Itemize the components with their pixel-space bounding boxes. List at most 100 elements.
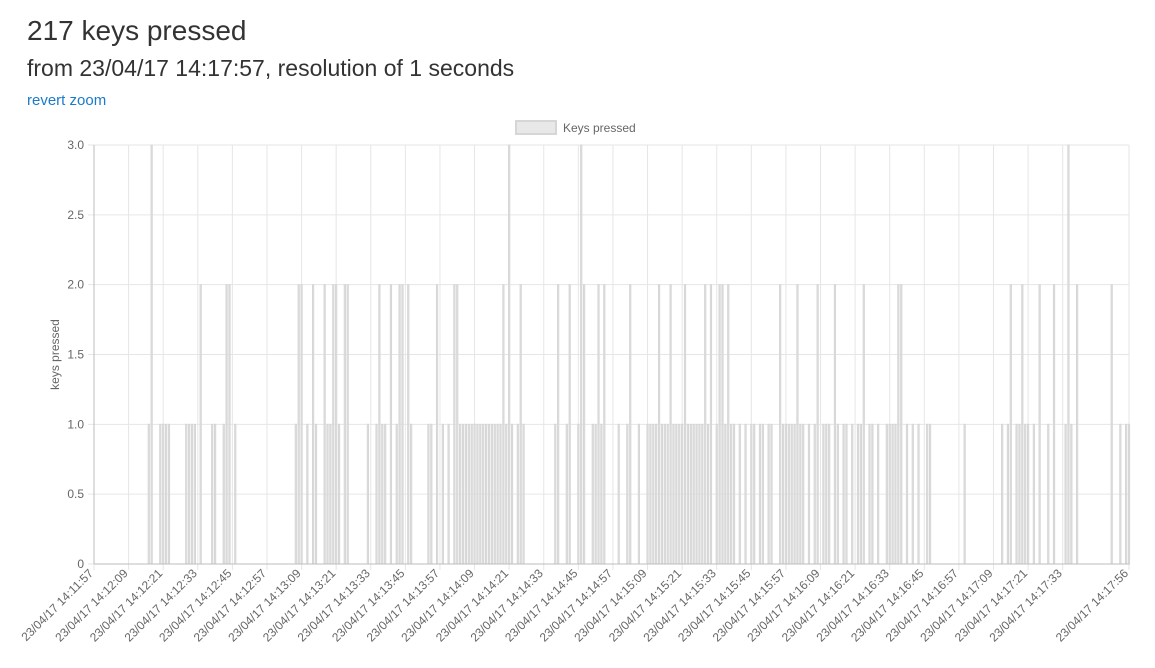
bar <box>813 423 816 565</box>
legend-label: Keys pressed <box>563 121 636 135</box>
chart-legend[interactable]: Keys pressed <box>515 120 636 135</box>
bar <box>410 423 413 565</box>
bar <box>199 284 202 565</box>
bar <box>963 423 966 565</box>
bar <box>1052 284 1056 565</box>
bar <box>626 423 629 565</box>
bar <box>479 423 482 565</box>
bar <box>522 423 525 565</box>
bar <box>649 423 652 565</box>
y-tick-label: 2.5 <box>67 208 84 222</box>
bar <box>435 284 439 565</box>
bar <box>430 423 433 565</box>
bar <box>473 423 476 565</box>
bar <box>657 284 661 565</box>
bar <box>597 284 600 565</box>
bar <box>856 423 860 565</box>
bar <box>346 284 349 565</box>
page-title: 217 keys pressed <box>27 15 247 46</box>
bar <box>505 423 508 565</box>
bar <box>1015 423 1018 565</box>
bar <box>655 423 658 565</box>
bar <box>796 284 799 565</box>
bar <box>646 423 649 565</box>
bar <box>629 284 632 565</box>
bar <box>323 284 326 565</box>
bar <box>894 423 897 565</box>
bar <box>1070 423 1073 565</box>
bar <box>862 284 865 565</box>
bar <box>897 284 900 565</box>
bar <box>162 423 165 565</box>
bar <box>761 423 764 565</box>
bar <box>738 423 741 565</box>
bar <box>519 284 522 565</box>
bar <box>568 284 571 565</box>
bar <box>672 423 675 565</box>
bar <box>1018 423 1021 565</box>
bar <box>718 284 721 565</box>
x-tick-label: 23/04/17 14:17:56 <box>1053 566 1132 645</box>
bar <box>234 423 237 565</box>
bar <box>389 284 393 565</box>
bar <box>885 423 888 565</box>
bar <box>706 423 710 565</box>
revert-zoom-link[interactable]: revert zoom <box>27 92 107 109</box>
bar <box>297 284 300 565</box>
bar <box>822 423 825 565</box>
bar <box>482 423 485 565</box>
bar <box>859 423 862 565</box>
bar <box>845 423 848 565</box>
bar <box>459 423 462 565</box>
bar <box>888 423 891 565</box>
bar <box>770 423 773 565</box>
bar <box>686 423 689 565</box>
bar <box>375 423 378 565</box>
bar <box>211 423 214 565</box>
bar <box>456 284 459 565</box>
bar <box>314 423 318 565</box>
y-tick-label: 0.5 <box>67 487 84 501</box>
bar <box>337 423 341 565</box>
bar <box>637 423 640 565</box>
bar <box>781 423 785 565</box>
bar <box>1006 423 1010 565</box>
bar <box>871 423 874 565</box>
bar <box>185 423 188 565</box>
bar <box>1047 423 1050 565</box>
bar <box>464 423 468 565</box>
bar <box>807 423 811 565</box>
bar <box>398 284 401 565</box>
bar <box>554 423 557 565</box>
bar <box>516 423 519 565</box>
bar <box>1038 284 1041 565</box>
bar <box>490 423 493 565</box>
bar <box>802 423 805 565</box>
bar <box>583 284 586 565</box>
bar <box>799 423 802 565</box>
bar <box>900 284 903 565</box>
bar <box>294 423 297 565</box>
bar <box>709 284 713 565</box>
bar <box>1032 423 1035 565</box>
bar <box>441 423 444 565</box>
bar <box>1119 423 1122 565</box>
bar <box>767 423 770 565</box>
bar <box>666 423 669 565</box>
bar <box>784 423 788 565</box>
bar <box>698 423 701 565</box>
bar <box>891 423 894 565</box>
bar <box>744 423 747 565</box>
bar <box>750 423 753 565</box>
bar <box>911 423 914 565</box>
bar <box>407 284 410 565</box>
bar <box>1021 284 1024 565</box>
bar <box>790 423 793 565</box>
bar <box>833 284 837 565</box>
bar <box>1064 423 1067 565</box>
bar <box>557 284 560 565</box>
bar <box>193 423 197 565</box>
y-tick-label: 2.0 <box>67 278 84 292</box>
bar <box>332 284 335 565</box>
